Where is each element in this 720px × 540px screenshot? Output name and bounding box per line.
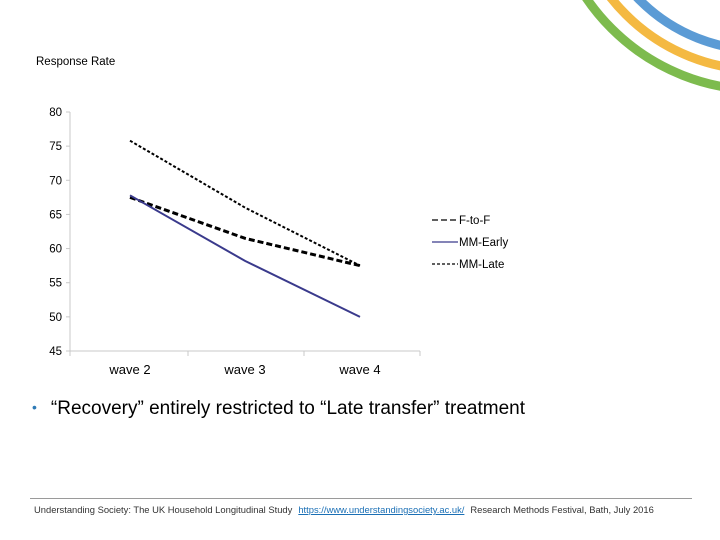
- y-tick-label: 55: [49, 278, 62, 290]
- y-tick-label: 70: [49, 175, 62, 187]
- y-tick-label: 80: [49, 107, 62, 119]
- footer: Understanding Society: The UK Household …: [34, 504, 694, 515]
- chart-legend: F-to-F MM-Early MM-Late: [432, 215, 508, 271]
- series-line-mm-late: [129, 139, 361, 267]
- series-line-f-to-f: [129, 195, 361, 268]
- bullet-symbol: •: [32, 399, 37, 415]
- y-tick-label: 50: [49, 312, 62, 324]
- y-tick-label: 45: [49, 346, 62, 358]
- footer-divider: [30, 498, 692, 499]
- legend-label: MM-Early: [459, 237, 508, 249]
- y-tick-label: 60: [49, 244, 62, 256]
- footer-study: Understanding Society: The UK Household …: [34, 504, 293, 515]
- bullet-point: • “Recovery” entirely restricted to “Late…: [32, 398, 525, 420]
- x-tick-label: wave 3: [223, 362, 265, 377]
- legend-label: F-to-F: [459, 215, 490, 227]
- chart-series: [129, 139, 361, 318]
- x-tick-label: wave 2: [108, 362, 150, 377]
- y-tick-label: 65: [49, 209, 62, 221]
- bullet-text: “Recovery” entirely restricted to “Late …: [50, 398, 526, 419]
- x-tick-label: wave 4: [338, 362, 380, 377]
- footer-link[interactable]: https://www.understandingsociety.ac.uk/: [298, 504, 465, 515]
- y-tick-label: 75: [49, 141, 62, 153]
- series-line-mm-early: [129, 194, 361, 318]
- chart-axes: [69, 112, 420, 352]
- y-axis-label: Response Rate: [36, 56, 116, 68]
- footer-event: Research Methods Festival, Bath, July 20…: [470, 504, 654, 515]
- chart-ticks: 80 75 70 65 60 55 50 45 wave 2 wave 3 wave 4: [49, 107, 421, 377]
- legend-label: MM-Late: [459, 259, 504, 271]
